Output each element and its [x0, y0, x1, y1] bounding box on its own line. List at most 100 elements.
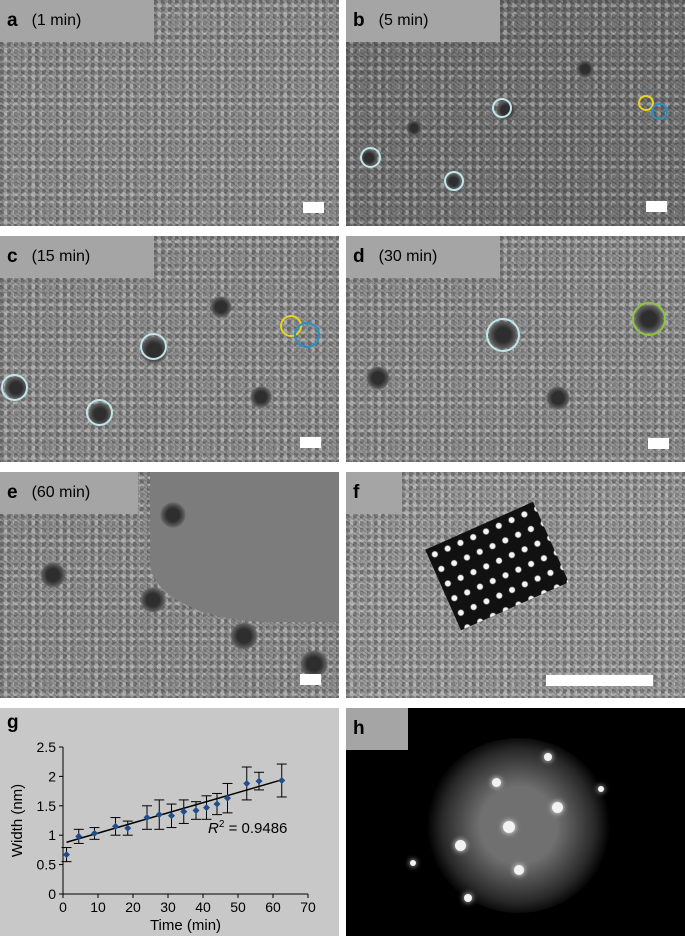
data-point — [243, 779, 251, 787]
data-point — [91, 829, 98, 837]
width-vs-time-chart: 0 0.5 1 1.5 2 2.5 0 10 20 30 40 50 60 70 Time (min) Wid… — [0, 708, 339, 936]
panel-time: (60 min) — [31, 484, 91, 501]
blue-circle — [294, 322, 320, 348]
panel-b-label: b (5 min) — [346, 0, 500, 42]
nanocrystal — [40, 562, 66, 588]
scale-bar — [546, 675, 653, 686]
fft-spot — [552, 802, 563, 813]
panel-letter: e — [7, 482, 18, 503]
x-axis-label: Time (min) — [150, 917, 221, 934]
panel-letter: h — [353, 718, 365, 739]
panel-a-micrograph: a (1 min) — [0, 0, 339, 226]
panel-letter: c — [7, 246, 18, 267]
y-tick-label: 0.5 — [37, 857, 57, 873]
panel-letter: b — [353, 10, 365, 31]
data-point — [63, 851, 70, 859]
green-circle — [632, 302, 666, 336]
x-tick-label: 70 — [300, 899, 316, 915]
fft-halo — [426, 738, 611, 913]
nanocrystal — [140, 587, 166, 613]
panel-c-micrograph: c (15 min) — [0, 236, 339, 462]
panel-b-micrograph: b (5 min) — [346, 0, 685, 226]
fft-spot — [598, 786, 604, 792]
data-point — [168, 812, 175, 820]
trendline — [66, 778, 284, 843]
panel-letter: f — [353, 482, 360, 503]
data-point — [224, 794, 231, 802]
y-tick-label: 1.5 — [37, 798, 57, 814]
scale-bar — [648, 438, 669, 449]
data-point — [124, 824, 132, 832]
y-tick-label: 0 — [48, 886, 56, 902]
fft-spot — [544, 753, 552, 761]
panel-time: (30 min) — [378, 248, 438, 265]
panel-time: (15 min) — [31, 248, 91, 265]
panel-c-label: c (15 min) — [0, 236, 154, 278]
panel-d-micrograph: d (30 min) — [346, 236, 685, 462]
fft-spot — [464, 894, 472, 902]
atomic-lattice — [425, 501, 569, 631]
nanocrystal — [300, 650, 328, 678]
y-axis-label: Width (nm) — [9, 784, 26, 857]
blue-circle — [651, 103, 668, 120]
panel-h-label: h — [346, 708, 408, 750]
nanocrystal — [210, 296, 232, 318]
panel-time: (5 min) — [378, 12, 429, 29]
r-squared-annotation: R2 = 0.9486 — [208, 819, 287, 837]
nanocrystal — [576, 60, 594, 78]
r-value: = 0.9486 — [224, 820, 288, 837]
highlight-circle — [360, 147, 381, 168]
y-tick-label: 1 — [48, 827, 56, 843]
panel-letter: g — [7, 712, 19, 733]
nanocrystal — [406, 120, 422, 136]
fft-spot — [455, 840, 466, 851]
scale-bar — [300, 437, 321, 448]
panel-g-label: g — [0, 708, 28, 738]
x-tick-label: 30 — [160, 899, 176, 915]
panel-a-label: a (1 min) — [0, 0, 154, 42]
scale-bar — [300, 674, 321, 685]
x-tick-label: 20 — [125, 899, 141, 915]
nanocrystal — [230, 622, 258, 650]
highlight-circle — [86, 399, 113, 426]
panel-f-micrograph: f — [346, 472, 685, 698]
nanocrystal — [250, 386, 272, 408]
r-label: R — [208, 820, 219, 837]
vacuum-region — [150, 472, 339, 622]
panel-e-micrograph: e (60 min) — [0, 472, 339, 698]
data-point — [213, 800, 221, 808]
fft-spot — [492, 778, 501, 787]
data-point — [75, 832, 83, 840]
panel-time: (1 min) — [31, 12, 82, 29]
highlight-circle — [140, 333, 167, 360]
y-tick-label: 2 — [48, 768, 56, 784]
fft-spot — [503, 821, 515, 833]
panel-letter: a — [7, 10, 18, 31]
r-sup: 2 — [218, 819, 225, 830]
fft-spot — [410, 860, 416, 866]
nanocrystal — [160, 502, 186, 528]
data-point — [180, 808, 188, 816]
highlight-circle — [444, 171, 464, 191]
data-point — [255, 777, 263, 785]
data-point — [278, 777, 286, 785]
x-tick-label: 60 — [265, 899, 281, 915]
highlight-circle — [486, 318, 520, 352]
fft-spot — [514, 865, 524, 875]
panel-letter: d — [353, 246, 365, 267]
x-tick-label: 50 — [230, 899, 246, 915]
panel-d-label: d (30 min) — [346, 236, 500, 278]
data-point — [143, 814, 151, 822]
scale-bar — [303, 202, 324, 213]
chart-svg: 0 0.5 1 1.5 2 2.5 0 10 20 30 40 50 60 70 Time (min) Wid… — [9, 739, 316, 934]
x-tick-label: 10 — [90, 899, 106, 915]
panel-h-fft: h — [346, 708, 685, 936]
data-point — [155, 811, 163, 819]
data-point — [192, 807, 200, 815]
yellow-circle — [638, 95, 654, 111]
scale-bar — [646, 201, 667, 212]
x-tick-label: 40 — [195, 899, 211, 915]
panel-e-label: e (60 min) — [0, 472, 138, 514]
x-tick-label: 0 — [59, 899, 67, 915]
nanocrystal — [546, 386, 570, 410]
